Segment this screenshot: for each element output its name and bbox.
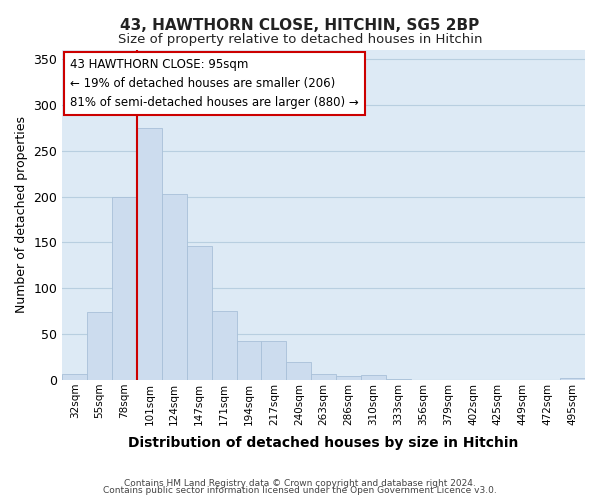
Bar (187, 246, 212, 380)
Bar (62, 374, 87, 380)
Bar (262, 342, 286, 380)
Bar (560, 378, 585, 380)
Bar (311, 374, 336, 380)
Bar (236, 342, 262, 380)
Text: 43 HAWTHORN CLOSE: 95sqm
← 19% of detached houses are smaller (206)
81% of semi-: 43 HAWTHORN CLOSE: 95sqm ← 19% of detach… (70, 58, 359, 109)
Bar (361, 376, 386, 380)
Bar (87, 312, 112, 380)
Text: 43, HAWTHORN CLOSE, HITCHIN, SG5 2BP: 43, HAWTHORN CLOSE, HITCHIN, SG5 2BP (121, 18, 479, 32)
X-axis label: Distribution of detached houses by size in Hitchin: Distribution of detached houses by size … (128, 436, 519, 450)
Bar (112, 196, 137, 380)
Bar (162, 194, 187, 380)
Bar (212, 311, 236, 380)
Y-axis label: Number of detached properties: Number of detached properties (15, 116, 28, 314)
Text: Contains public sector information licensed under the Open Government Licence v3: Contains public sector information licen… (103, 486, 497, 495)
Bar (137, 128, 162, 380)
Text: Contains HM Land Registry data © Crown copyright and database right 2024.: Contains HM Land Registry data © Crown c… (124, 478, 476, 488)
Bar (336, 376, 361, 380)
Text: Size of property relative to detached houses in Hitchin: Size of property relative to detached ho… (118, 32, 482, 46)
Bar (286, 362, 311, 380)
Bar (386, 379, 411, 380)
